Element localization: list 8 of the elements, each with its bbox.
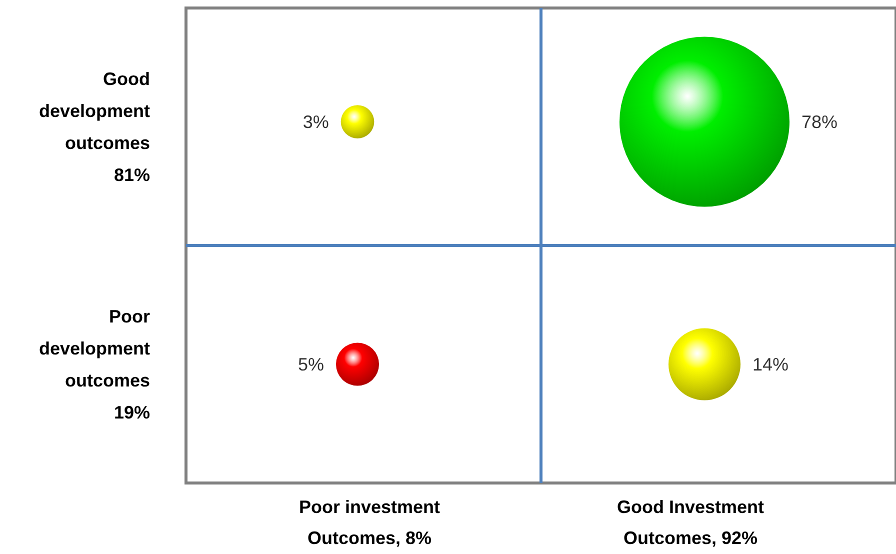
text: Good development outcomes 81% [38, 68, 150, 185]
data-label: 3% [302, 112, 329, 132]
data-label: 5% [298, 354, 324, 375]
category-label: Poor investment Outcomes, 8% [298, 497, 440, 548]
category-label: Good Investment Outcomes, 92% [616, 497, 764, 548]
data-label: 78% [802, 112, 838, 132]
text: Poor development outcomes 19% [38, 306, 150, 422]
data-label: 14% [752, 354, 789, 375]
